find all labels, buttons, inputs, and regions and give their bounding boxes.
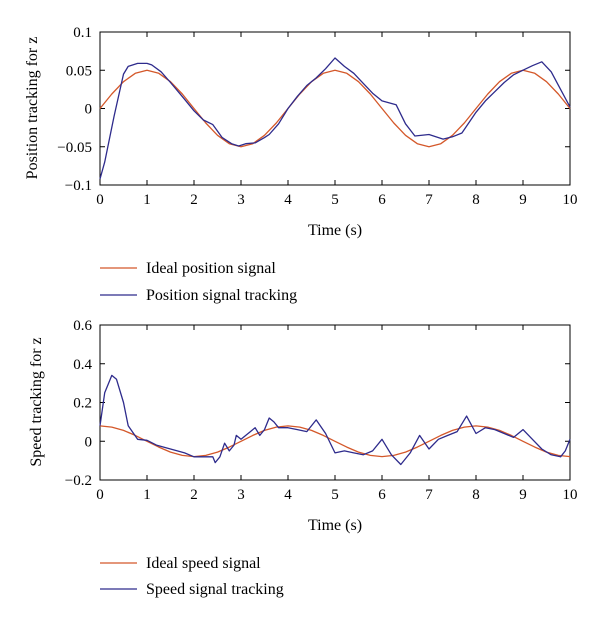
- speed-x-tick-label: 3: [237, 487, 245, 503]
- speed-y-tick-label: 0.6: [73, 318, 92, 334]
- position-x-tick-label: 5: [331, 192, 339, 208]
- position-series-line-tracking: [99, 57, 571, 180]
- speed-x-ticks: 0 1 2 3 4 5 6 7 8 9 10: [96, 325, 578, 503]
- legend-label-ideal-speed: Ideal speed signal: [146, 555, 261, 572]
- position-series-line-ideal: [99, 69, 571, 148]
- legend-label-position-tracking: Position signal tracking: [146, 287, 297, 304]
- legend-label-speed-tracking: Speed signal tracking: [146, 581, 284, 598]
- speed-x-tick-label: 7: [425, 487, 433, 503]
- position-x-ticks: 0 1 2 3 4 5 6 7 8 9 10: [96, 32, 578, 208]
- legend-label-ideal-position: Ideal position signal: [146, 260, 276, 277]
- position-x-tick-label: 4: [284, 192, 292, 208]
- speed-chart: 0 1 2 3 4 5 6 7 8 9 10 −0.200.20.40.6 Time (s) Spe…: [28, 318, 578, 598]
- speed-y-tick-label: 0.4: [73, 357, 92, 373]
- position-x-tick-label: 6: [378, 192, 386, 208]
- position-y-tick-label: −0.05: [57, 140, 92, 156]
- position-x-tick-label: 3: [237, 192, 245, 208]
- speed-x-tick-label: 0: [96, 487, 104, 503]
- position-y-tick-label: −0.1: [65, 178, 92, 194]
- position-y-tick-label: 0: [85, 102, 93, 118]
- position-y-tick-label: 0.05: [66, 63, 92, 79]
- speed-x-tick-label: 8: [472, 487, 480, 503]
- speed-x-tick-label: 2: [190, 487, 198, 503]
- speed-plot-frame: [99, 324, 571, 481]
- speed-x-tick-label: 6: [378, 487, 386, 503]
- position-x-tick-label: 1: [143, 192, 151, 208]
- speed-y-tick-label: 0.2: [73, 396, 92, 412]
- position-y-axis-label: Position tracking for z: [24, 37, 41, 180]
- position-x-tick-label: 9: [519, 192, 527, 208]
- speed-y-axis-label: Speed tracking for z: [28, 337, 45, 466]
- speed-series-line-ideal: [99, 425, 571, 458]
- speed-series-line-tracking: [99, 374, 571, 466]
- speed-x-tick-label: 5: [331, 487, 339, 503]
- speed-series: [99, 374, 571, 466]
- position-x-tick-label: 8: [472, 192, 480, 208]
- position-y-ticks: −0.1 −0.05 0 0.05 0.1: [57, 25, 570, 194]
- speed-legend: Ideal speed signal Speed signal tracking: [100, 555, 284, 598]
- position-series: [99, 57, 571, 180]
- speed-x-tick-label: 1: [143, 487, 151, 503]
- position-x-tick-label: 10: [563, 192, 578, 208]
- speed-y-ticks: −0.2 0 0.2 0.4 0.6: [65, 318, 570, 489]
- speed-x-tick-label: 10: [563, 487, 578, 503]
- position-x-axis-label: Time (s): [308, 222, 362, 239]
- position-x-tick-label: 7: [425, 192, 433, 208]
- position-plot-frame: [99, 31, 571, 186]
- position-x-tick-label: 2: [190, 192, 198, 208]
- position-y-tick-label: 0.1: [73, 25, 92, 41]
- speed-y-tick-label: −0.2: [65, 473, 92, 489]
- speed-x-axis-label: Time (s): [308, 517, 362, 534]
- position-legend: Ideal position signal Position signal tr…: [100, 260, 297, 304]
- speed-x-tick-label: 4: [284, 487, 292, 503]
- speed-x-tick-label: 9: [519, 487, 527, 503]
- speed-y-tick-label: 0: [85, 434, 93, 450]
- position-x-tick-label: 0: [96, 192, 104, 208]
